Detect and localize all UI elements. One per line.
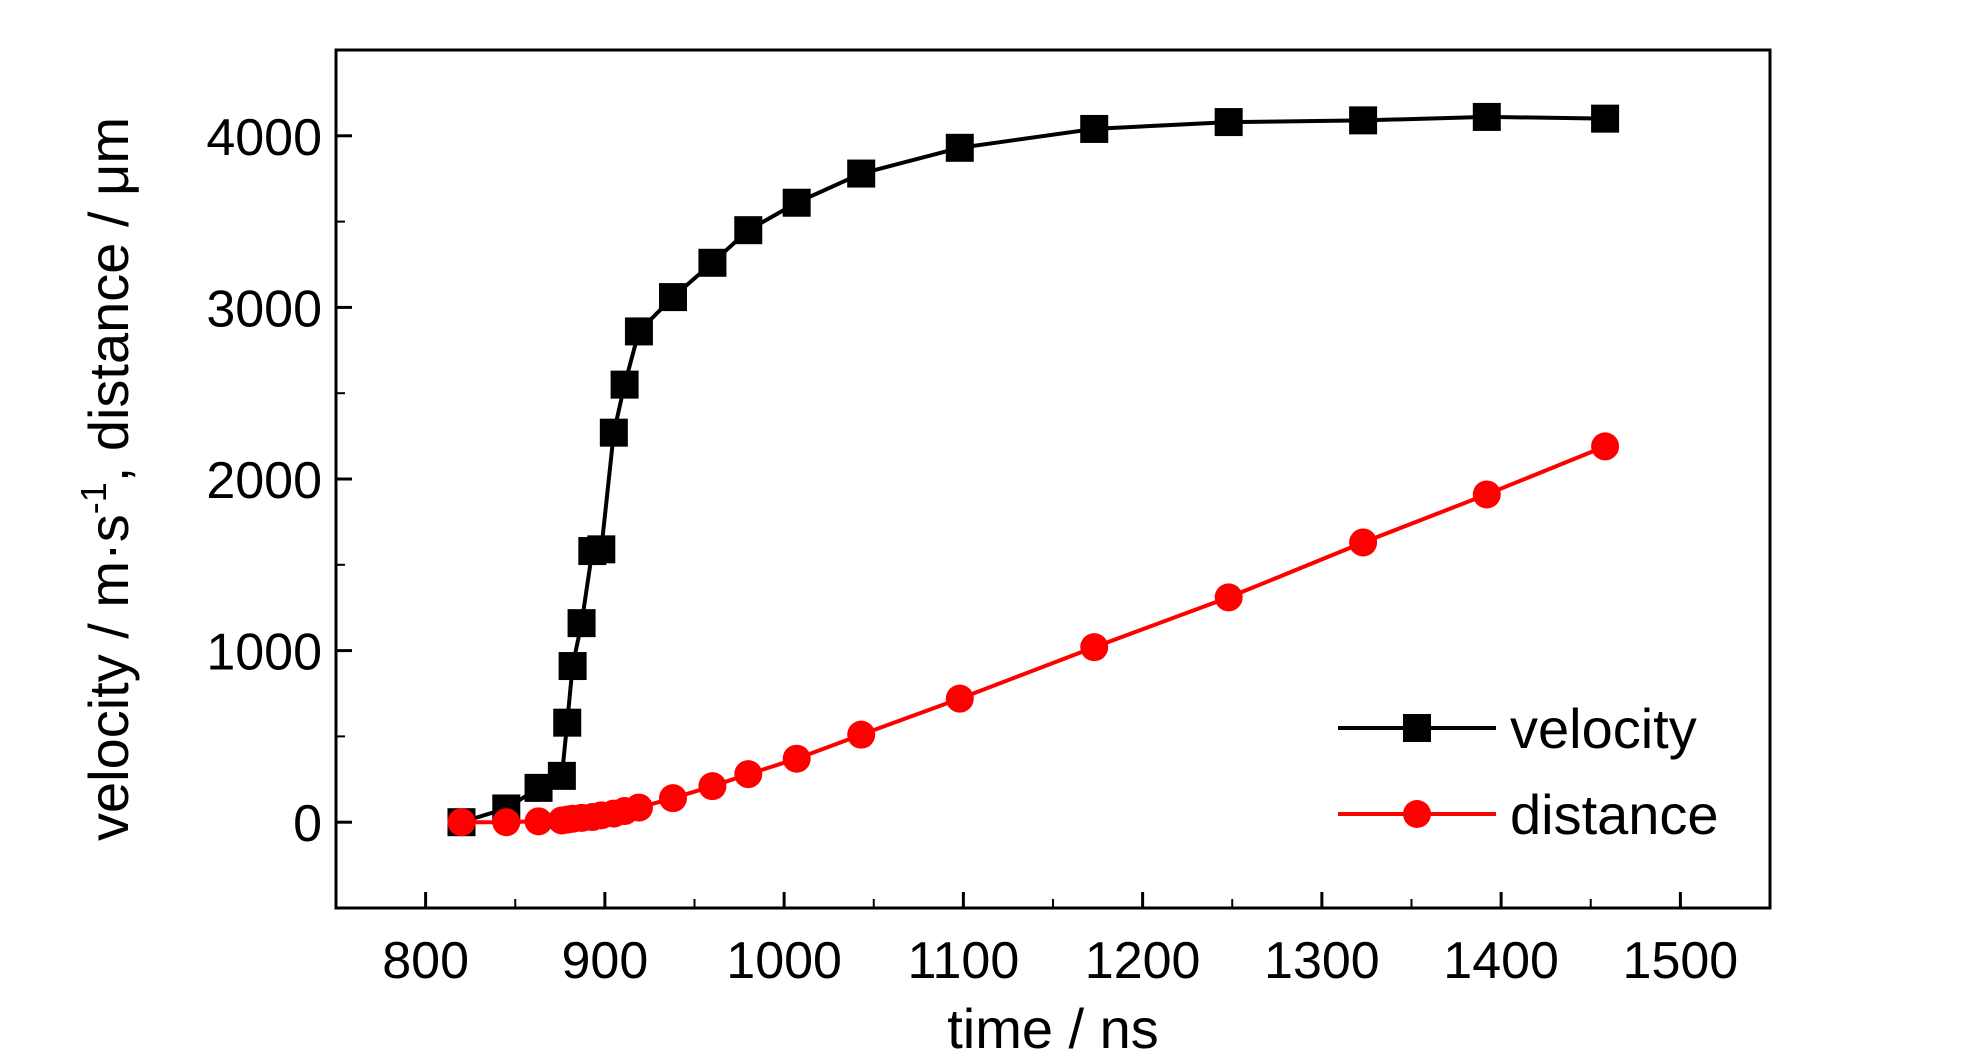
velocity-point [558, 652, 587, 681]
distance-point [734, 760, 763, 789]
velocity-line [460, 114, 1606, 825]
legend-velocity-label: velocity [1510, 697, 1697, 760]
y-axis-title: velocity / m·s-1, distance / μm [73, 117, 140, 841]
distance-point [782, 744, 811, 773]
y-tick-label: 4000 [206, 109, 322, 167]
velocity-point [547, 761, 576, 790]
velocity-point [1472, 102, 1501, 131]
distance-point [1591, 432, 1620, 461]
series-distance [447, 432, 1620, 837]
x-tick-label: 1400 [1443, 932, 1559, 990]
series-layer [447, 102, 1620, 837]
velocity-point [1214, 108, 1243, 137]
velocity-point [610, 370, 639, 399]
distance-point [658, 784, 687, 813]
distance-point [847, 720, 876, 749]
distance-point [624, 793, 653, 822]
y-tick-label: 0 [293, 795, 322, 853]
y-axis-title-tail: , distance / μm [77, 117, 140, 482]
series-velocity [447, 102, 1620, 837]
x-tick-label: 1000 [726, 932, 842, 990]
distance-point [1349, 528, 1378, 557]
distance-point [524, 807, 553, 836]
x-tick-label: 1100 [907, 932, 1019, 990]
velocity-point [599, 418, 628, 447]
x-tick-label: 900 [561, 932, 648, 990]
legend-distance-label: distance [1510, 783, 1719, 846]
ticks-layer: 800 900 1000 1100 1200 1300 1400 1500 0 1000 2000 3… [206, 109, 1771, 990]
velocity-point [945, 133, 974, 162]
distance-point [1214, 583, 1243, 612]
velocity-point [698, 248, 727, 277]
x-axis-title: time / ns [947, 997, 1159, 1060]
legend-velocity-marker [1403, 714, 1431, 742]
x-tick-label: 800 [382, 932, 469, 990]
velocity-point [553, 708, 582, 737]
velocity-point [1349, 106, 1378, 135]
distance-point [447, 808, 476, 837]
velocity-point [567, 609, 596, 638]
legend-distance-marker [1403, 800, 1431, 828]
velocity-point [658, 283, 687, 312]
y-tick-label: 1000 [206, 624, 322, 682]
velocity-point [734, 216, 763, 245]
distance-point [698, 772, 727, 801]
y-axis-title-superscript: -1 [73, 482, 114, 514]
x-tick-label: 1300 [1264, 932, 1380, 990]
velocity-point [1591, 104, 1620, 133]
velocity-point [782, 188, 811, 217]
distance-point [1472, 480, 1501, 509]
legend: velocity distance [1338, 697, 1719, 846]
y-tick-label: 3000 [206, 280, 322, 338]
y-tick-label: 2000 [206, 452, 322, 510]
velocity-point [624, 317, 653, 346]
y-axis-title-main: velocity / m·s [77, 514, 140, 841]
distance-point [1080, 633, 1109, 662]
distance-point [492, 808, 521, 837]
velocity-point [1080, 114, 1109, 143]
distance-point [945, 684, 974, 713]
x-tick-label: 1200 [1085, 932, 1201, 990]
velocity-point [587, 535, 616, 564]
x-tick-label: 1500 [1623, 932, 1739, 990]
velocity-point [847, 159, 876, 188]
plot-frame [334, 48, 1772, 910]
distance-line [461, 444, 1606, 825]
